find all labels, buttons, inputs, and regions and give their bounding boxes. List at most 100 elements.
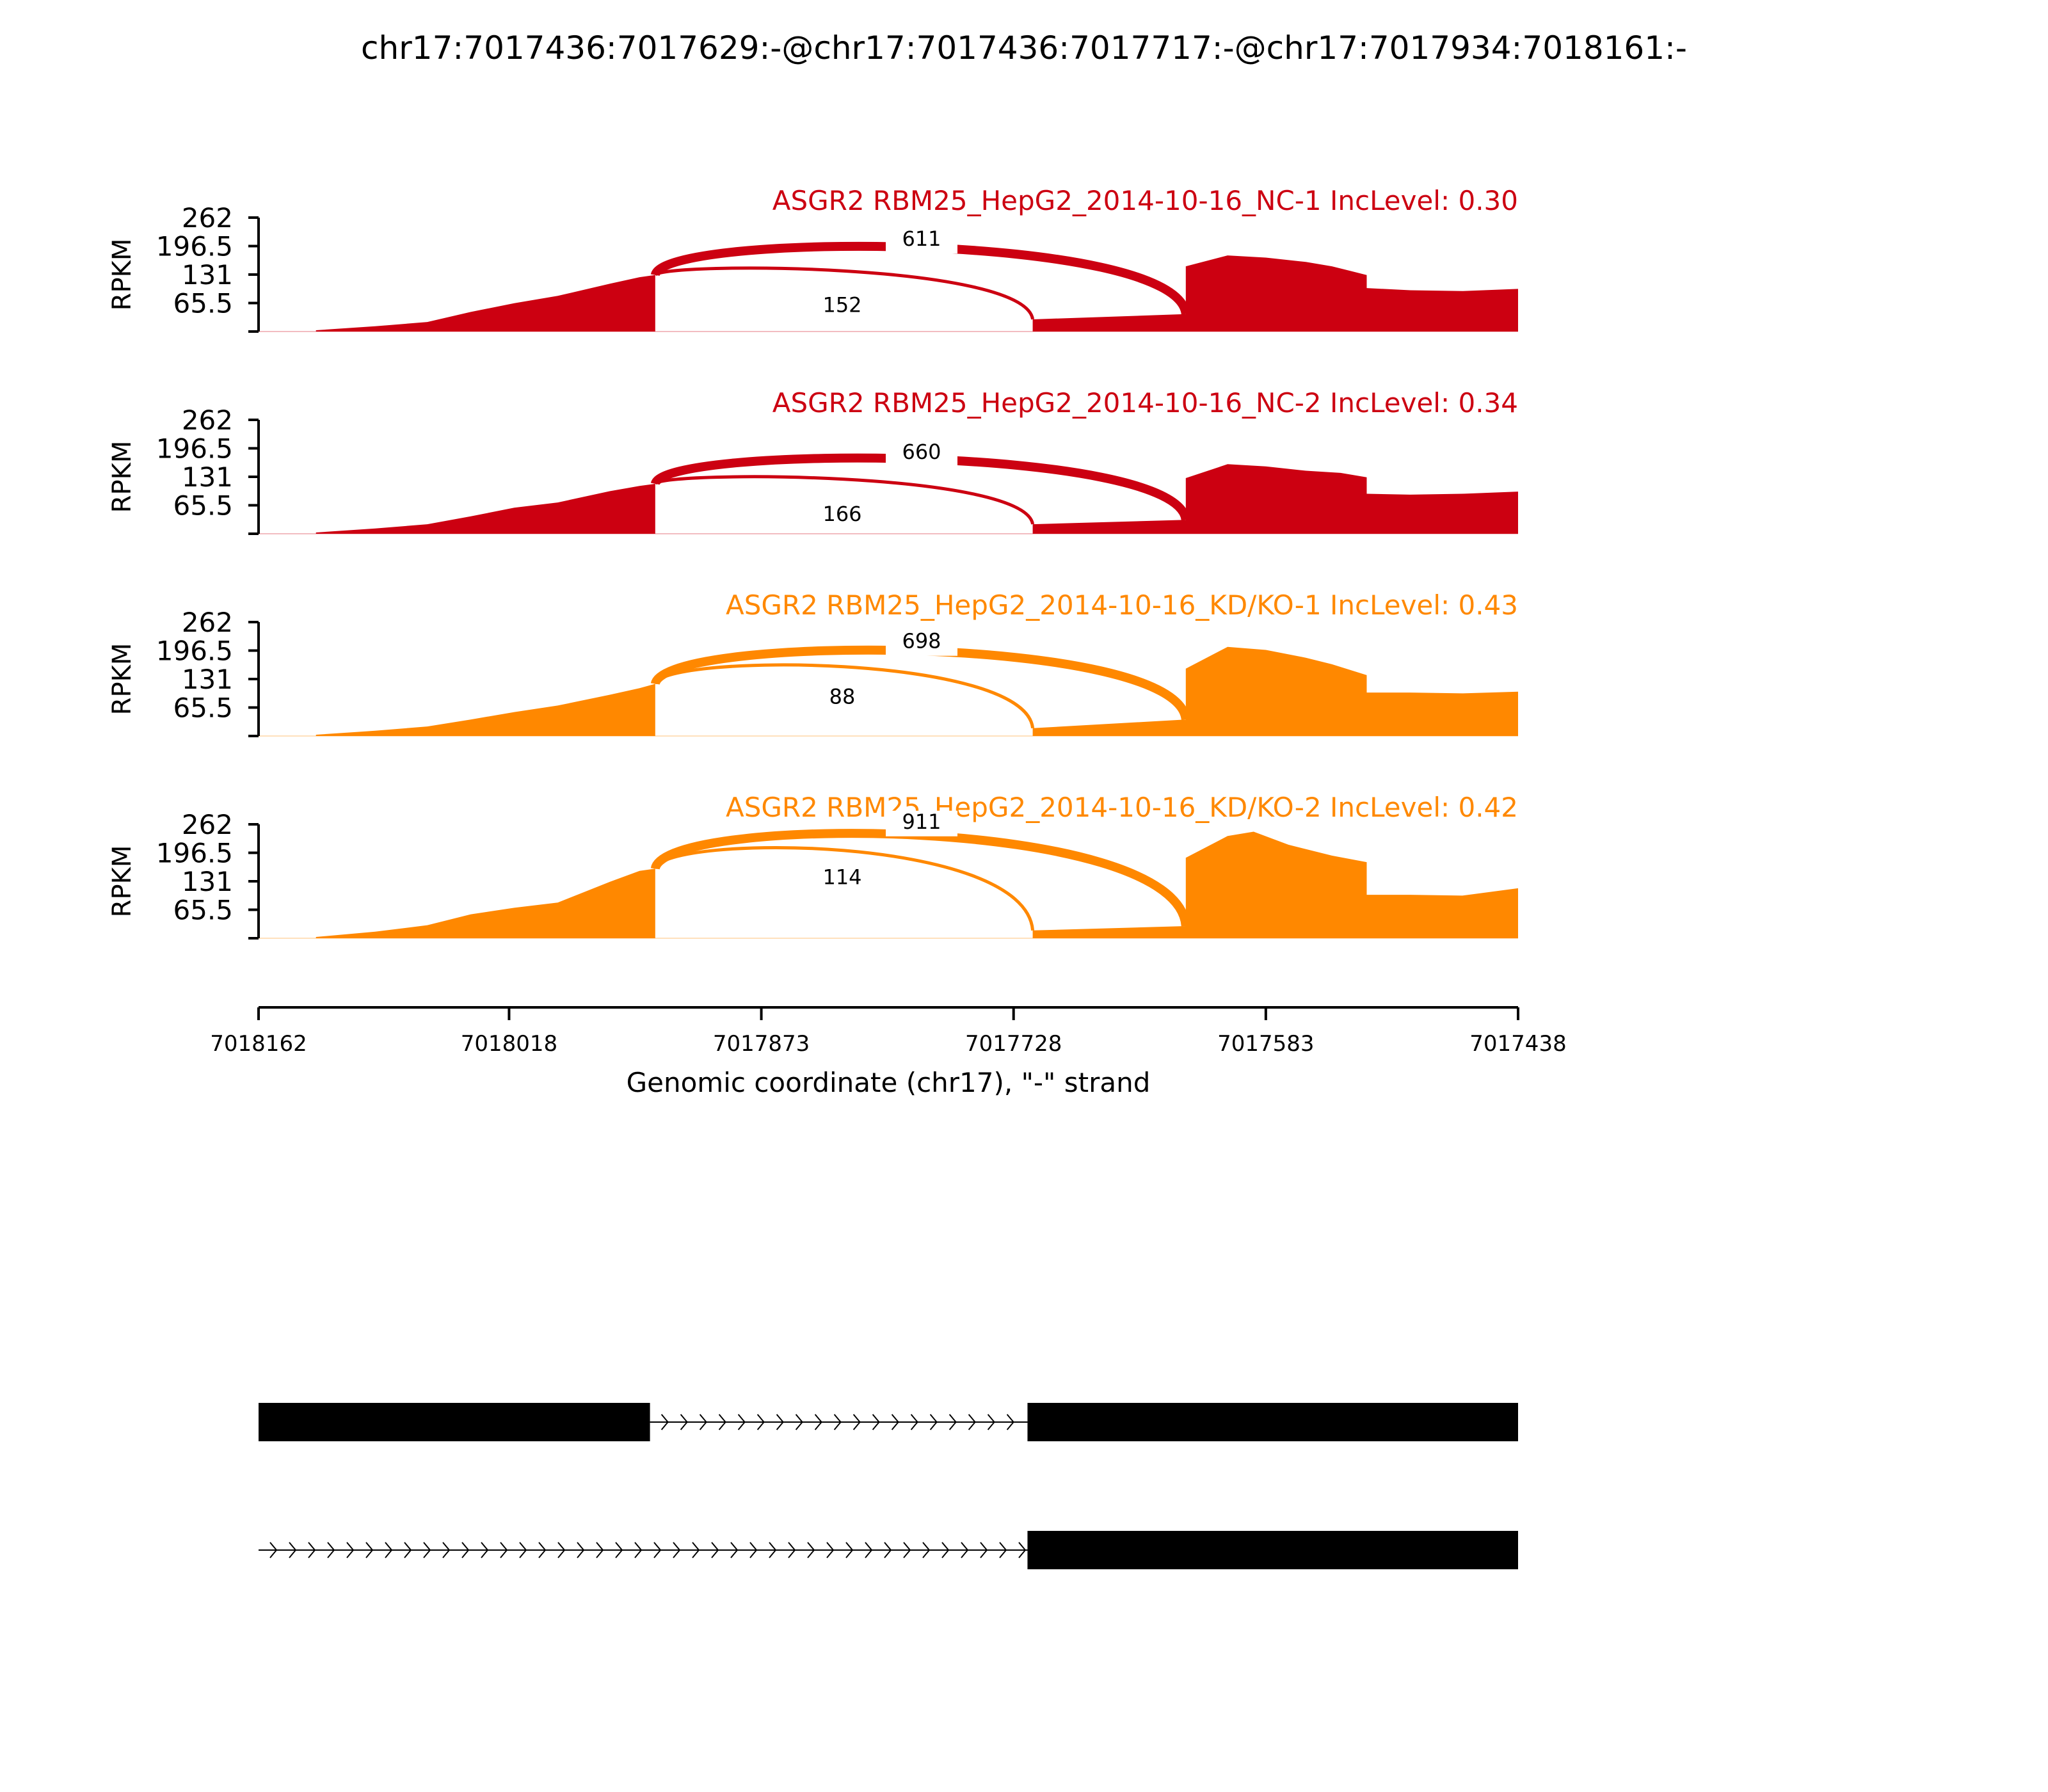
exon-block	[259, 1403, 650, 1441]
strand-arrow	[891, 1414, 899, 1430]
strand-arrow	[749, 1542, 758, 1558]
y-tick-label: 65.5	[173, 490, 233, 522]
strand-arrow	[807, 1542, 815, 1558]
strand-arrow	[922, 1542, 931, 1558]
junction-count: 166	[822, 502, 861, 526]
strand-arrow	[852, 1414, 861, 1430]
y-tick-label: 131	[182, 664, 233, 695]
junction-count-box	[886, 228, 957, 254]
strand-arrow	[500, 1542, 508, 1558]
x-tick-label: 7017438	[1469, 1031, 1566, 1057]
y-tick-label: 131	[182, 259, 233, 291]
strand-arrow	[557, 1542, 566, 1558]
junction-arc	[650, 453, 1190, 522]
y-tick-label: 196.5	[156, 838, 233, 869]
y-tick-label: 262	[182, 202, 233, 234]
strand-arrow	[788, 1542, 796, 1558]
strand-arrow	[699, 1414, 707, 1430]
junction-count: 911	[902, 810, 941, 834]
strand-arrow	[730, 1542, 739, 1558]
exon-block	[1027, 1403, 1518, 1441]
strand-arrow	[999, 1542, 1007, 1558]
strand-arrow	[577, 1542, 585, 1558]
coverage-area	[259, 255, 1518, 332]
junction-count: 152	[822, 293, 861, 317]
coverage-area	[259, 464, 1518, 534]
isoform-track	[259, 1403, 1518, 1569]
junction-count-box	[886, 810, 957, 836]
y-tick-label: 131	[182, 461, 233, 493]
strand-arrow	[308, 1542, 316, 1558]
strand-arrow	[673, 1542, 681, 1558]
strand-arrow	[737, 1414, 746, 1430]
junction-arc	[653, 266, 1035, 320]
strand-arrow	[1018, 1542, 1027, 1558]
strand-arrow	[776, 1414, 784, 1430]
strand-arrow	[884, 1542, 892, 1558]
strand-arrow	[845, 1542, 854, 1558]
y-tick-label: 262	[182, 809, 233, 840]
strand-arrow	[903, 1542, 911, 1558]
strand-arrow	[756, 1414, 765, 1430]
sample-label: ASGR2 RBM25_HepG2_2014-10-16_NC-1 IncLev…	[772, 185, 1518, 216]
strand-arrow	[481, 1542, 489, 1558]
junction-count-box	[806, 866, 878, 892]
strand-arrow	[711, 1542, 719, 1558]
strand-arrow	[980, 1542, 988, 1558]
strand-arrow	[865, 1542, 873, 1558]
strand-arrow	[653, 1542, 662, 1558]
strand-arrow	[941, 1542, 950, 1558]
strand-arrow	[385, 1542, 393, 1558]
strand-arrow	[596, 1542, 604, 1558]
junction-count: 611	[902, 227, 941, 251]
strand-arrow	[872, 1414, 880, 1430]
strand-arrow	[987, 1414, 995, 1430]
strand-arrow	[814, 1414, 822, 1430]
x-tick-label: 7018018	[461, 1031, 557, 1057]
y-tick-label: 196.5	[156, 231, 233, 262]
junction-arc	[650, 645, 1190, 721]
strand-arrow	[289, 1542, 297, 1558]
strand-arrow	[692, 1542, 700, 1558]
isoform-model	[259, 1403, 1518, 1441]
isoform-model	[259, 1531, 1518, 1569]
sample-label: ASGR2 RBM25_HepG2_2014-10-16_KD/KO-1 Inc…	[726, 589, 1518, 621]
junction-arc	[653, 846, 1035, 931]
y-axis-label: RPKM	[108, 441, 137, 513]
strand-arrow	[910, 1414, 918, 1430]
strand-arrow	[769, 1542, 777, 1558]
strand-arrow	[269, 1542, 278, 1558]
sample-label: ASGR2 RBM25_HepG2_2014-10-16_KD/KO-2 Inc…	[726, 792, 1518, 823]
y-axis-label: RPKM	[108, 643, 137, 716]
strand-arrow	[680, 1414, 688, 1430]
junction-arc	[653, 475, 1035, 525]
x-tick-label: 7017728	[965, 1031, 1062, 1057]
y-tick-label: 196.5	[156, 433, 233, 465]
junction-arc	[653, 663, 1035, 729]
junction-count-box	[886, 441, 957, 467]
y-axis-label: RPKM	[108, 239, 137, 311]
strand-arrow	[615, 1542, 623, 1558]
strand-arrow	[929, 1414, 938, 1430]
strand-arrow	[1006, 1414, 1014, 1430]
strand-arrow	[634, 1542, 643, 1558]
junction-count: 114	[822, 865, 861, 889]
junction-count-box	[886, 630, 957, 656]
y-tick-label: 65.5	[173, 288, 233, 319]
strand-arrow	[404, 1542, 412, 1558]
plot-title: chr17:7017436:7017629:-@chr17:7017436:70…	[361, 29, 1687, 67]
strand-arrow	[968, 1414, 976, 1430]
junction-count-box	[806, 685, 878, 712]
junction-count: 660	[902, 440, 941, 464]
junction-count-box	[806, 502, 878, 529]
x-tick-label: 7017583	[1217, 1031, 1314, 1057]
strand-arrow	[519, 1542, 527, 1558]
strand-arrow	[948, 1414, 957, 1430]
y-tick-label: 65.5	[173, 895, 233, 926]
x-tick-label: 7018162	[210, 1031, 307, 1057]
